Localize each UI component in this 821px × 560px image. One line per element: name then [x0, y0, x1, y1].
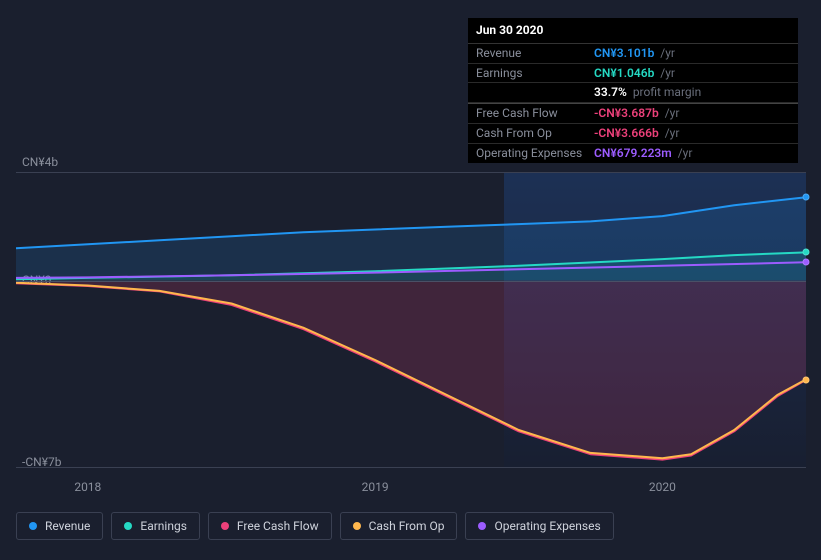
legend-dot-icon — [221, 522, 229, 530]
tooltip-row: Operating ExpensesCN¥679.223m /yr — [468, 144, 798, 163]
x-axis-label: 2020 — [649, 480, 676, 494]
chart-area: CN¥4bCN¥0-CN¥7b — [16, 155, 806, 475]
legend-label: Cash From Op — [369, 519, 445, 533]
series-endpoint — [803, 376, 810, 383]
tooltip-row-value: 33.7% profit margin — [594, 84, 701, 101]
series-fill-fcf — [16, 281, 806, 460]
y-axis-label: CN¥4b — [22, 155, 58, 169]
tooltip-date: Jun 30 2020 — [468, 18, 798, 44]
tooltip-row: RevenueCN¥3.101b /yr — [468, 44, 798, 64]
series-endpoint — [803, 194, 810, 201]
tooltip-panel: Jun 30 2020 RevenueCN¥3.101b /yrEarnings… — [468, 18, 798, 163]
legend-item-fcf[interactable]: Free Cash Flow — [208, 512, 332, 540]
x-axis-label: 2019 — [362, 480, 389, 494]
series-endpoint — [803, 249, 810, 256]
plot-region[interactable] — [16, 172, 806, 468]
legend-dot-icon — [353, 522, 361, 530]
tooltip-row-label: Free Cash Flow — [476, 105, 594, 122]
tooltip-row-label: Revenue — [476, 45, 594, 62]
legend-item-cfo[interactable]: Cash From Op — [340, 512, 458, 540]
legend-dot-icon — [124, 522, 132, 530]
tooltip-row: Free Cash Flow-CN¥3.687b /yr — [468, 103, 798, 124]
legend-label: Earnings — [140, 519, 187, 533]
chart-svg — [16, 173, 806, 469]
zero-line — [16, 281, 806, 282]
legend-item-earnings[interactable]: Earnings — [111, 512, 200, 540]
tooltip-row-label: Operating Expenses — [476, 145, 594, 162]
tooltip-row-value: CN¥3.101b /yr — [594, 45, 675, 62]
legend: Revenue Earnings Free Cash Flow Cash From O… — [16, 512, 614, 540]
tooltip-row-label: Cash From Op — [476, 125, 594, 142]
legend-dot-icon — [478, 522, 486, 530]
tooltip-row-value: CN¥679.223m /yr — [594, 145, 692, 162]
legend-label: Operating Expenses — [494, 519, 600, 533]
tooltip-row-value: CN¥1.046b /yr — [594, 65, 675, 82]
tooltip-row: 33.7% profit margin — [468, 83, 798, 103]
legend-label: Revenue — [45, 519, 90, 533]
tooltip-row: EarningsCN¥1.046b /yr — [468, 64, 798, 84]
tooltip-row-label: Earnings — [476, 65, 594, 82]
tooltip-row-value: -CN¥3.687b /yr — [594, 105, 679, 122]
legend-label: Free Cash Flow — [237, 519, 319, 533]
legend-item-opex[interactable]: Operating Expenses — [465, 512, 613, 540]
series-endpoint — [803, 259, 810, 266]
x-axis-label: 2018 — [74, 480, 101, 494]
tooltip-row: Cash From Op-CN¥3.666b /yr — [468, 124, 798, 144]
legend-item-revenue[interactable]: Revenue — [16, 512, 103, 540]
legend-dot-icon — [29, 522, 37, 530]
x-axis: 2018 2019 2020 — [16, 480, 806, 500]
tooltip-row-value: -CN¥3.666b /yr — [594, 125, 679, 142]
tooltip-row-label — [476, 84, 594, 101]
